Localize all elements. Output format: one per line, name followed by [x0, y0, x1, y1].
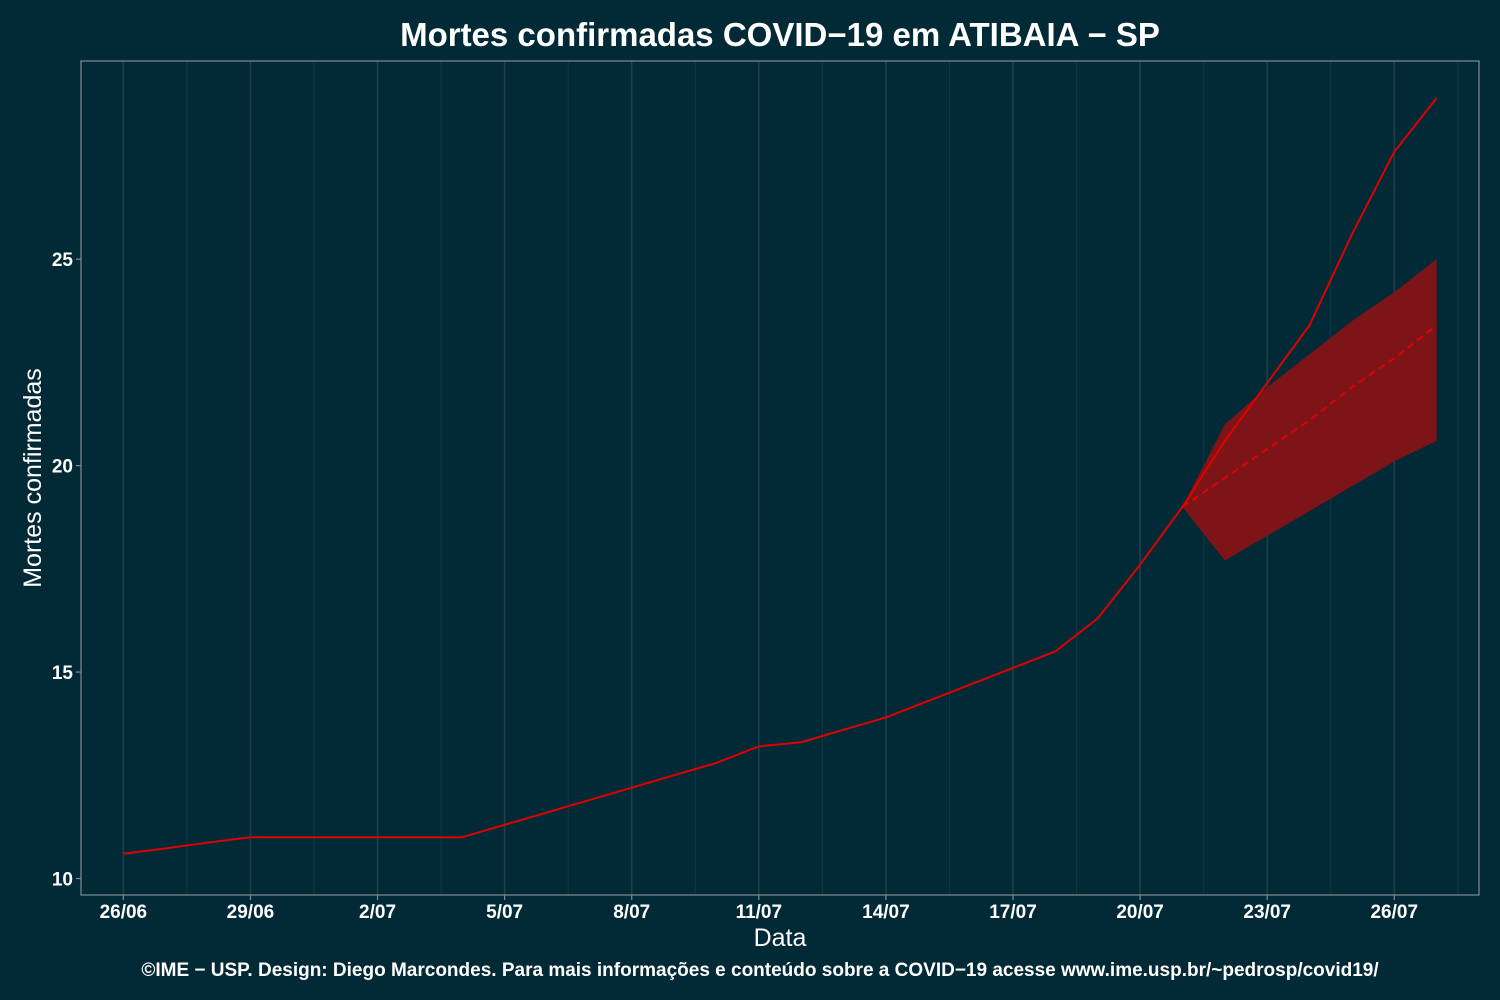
x-tick-label: 8/07 — [613, 902, 650, 923]
grid-lines — [122, 61, 1459, 895]
x-tick-label: 23/07 — [1243, 902, 1291, 923]
prediction-interval-band — [1182, 259, 1437, 561]
prediction-interval-layer — [1182, 259, 1437, 561]
x-axis-title: Data — [754, 924, 807, 952]
chart-title: Mortes confirmadas COVID−19 em ATIBAIA −… — [400, 16, 1160, 53]
y-tick-label: 20 — [52, 457, 73, 478]
forecast-line — [1181, 324, 1438, 508]
x-tick-label: 2/07 — [359, 902, 396, 923]
x-tick-label: 20/07 — [1116, 902, 1164, 923]
confirmed-deaths-line — [123, 97, 1438, 855]
x-tick-label: 29/06 — [227, 902, 275, 923]
y-axis-title: Mortes confirmadas — [19, 368, 47, 588]
y-tick-label: 15 — [52, 663, 74, 684]
chart-caption: ©IME − USP. Design: Diego Marcondes. Par… — [141, 960, 1379, 981]
y-tick-label: 10 — [52, 869, 73, 890]
x-tick-label: 26/07 — [1370, 902, 1418, 923]
x-tick-label: 11/07 — [736, 902, 783, 923]
x-tick-label: 5/07 — [486, 902, 523, 923]
x-tick-label: 17/07 — [989, 902, 1037, 923]
x-axis-ticks: 26/06 29/06 2/07 5/07 8/07 11/07 14/07 17/07 20/… — [100, 895, 1418, 923]
y-axis-ticks: 10 15 20 25 — [52, 250, 81, 890]
x-tick-label: 26/06 — [100, 902, 148, 923]
x-tick-label: 14/07 — [862, 902, 910, 923]
y-tick-label: 25 — [52, 250, 74, 271]
series-lines-layer — [123, 97, 1438, 855]
plot-panel-border — [80, 60, 1480, 896]
